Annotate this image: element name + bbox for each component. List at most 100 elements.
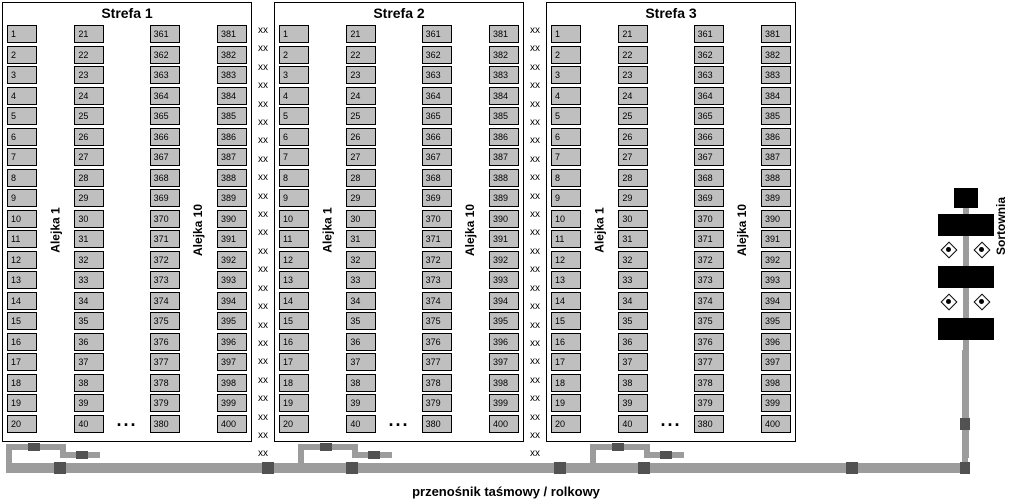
xx-marker: xx — [526, 132, 544, 150]
rack-slot: 10 — [279, 210, 309, 228]
rack-slot: 3 — [279, 66, 309, 84]
rack-slot: 15 — [551, 312, 581, 330]
rack-column: 2122232425262728293031323334353637383940 — [346, 25, 376, 433]
rack-slot: 368 — [694, 169, 724, 187]
rack-slot: 394 — [489, 292, 519, 310]
rack-slot: 10 — [7, 210, 37, 228]
rack-slot: 17 — [7, 353, 37, 371]
rack-slot: 36 — [346, 333, 376, 351]
rack-slot: 365 — [422, 107, 452, 125]
xx-marker: xx — [254, 59, 272, 77]
xx-marker: xx — [254, 390, 272, 408]
rack-slot: 362 — [150, 46, 180, 64]
rack-slot: 1 — [279, 25, 309, 43]
rack-slot: 11 — [551, 230, 581, 248]
rack-slot: 368 — [150, 169, 180, 187]
rack-slot: 388 — [217, 169, 247, 187]
rack-slot: 27 — [346, 148, 376, 166]
rack-slot: 40 — [618, 415, 648, 433]
rack-slot: 7 — [279, 148, 309, 166]
rack-slot: 382 — [761, 46, 791, 64]
rack-slot: 26 — [74, 128, 104, 146]
rack-slot: 25 — [346, 107, 376, 125]
rack-slot: 369 — [150, 189, 180, 207]
rack-slot: 366 — [150, 128, 180, 146]
xx-marker: xx — [254, 132, 272, 150]
xx-marker: xx — [254, 224, 272, 242]
rack-column: 3813823833843853863873883893903913923933… — [489, 25, 519, 433]
rack-slot: 397 — [761, 353, 791, 371]
rack-slot: 365 — [694, 107, 724, 125]
rack-slot: 376 — [422, 333, 452, 351]
rack-column: 3613623633643653663673683693703713723733… — [150, 25, 180, 433]
xx-marker: xx — [526, 96, 544, 114]
xx-marker: xx — [254, 445, 272, 463]
rack-slot: 394 — [761, 292, 791, 310]
rack-slot: 389 — [489, 189, 519, 207]
rack-column: 1234567891011121314151617181920 — [279, 25, 309, 433]
rack-slot: 370 — [150, 210, 180, 228]
rack-slot: 21 — [618, 25, 648, 43]
rack-slot: 7 — [7, 148, 37, 166]
rack-slot: 19 — [7, 394, 37, 412]
xx-marker: xx — [254, 22, 272, 40]
rack-slot: 35 — [74, 312, 104, 330]
conveyor-seg — [962, 350, 968, 473]
xx-marker: xx — [526, 59, 544, 77]
rack-slot: 8 — [7, 169, 37, 187]
rack-slot: 379 — [150, 394, 180, 412]
rack-slot: 17 — [551, 353, 581, 371]
rack-slot: 33 — [346, 271, 376, 289]
rack-slot: 387 — [489, 148, 519, 166]
rack-slot: 24 — [346, 87, 376, 105]
rack-slot: 30 — [346, 210, 376, 228]
rack-slot: 376 — [150, 333, 180, 351]
rack-slot: 38 — [74, 374, 104, 392]
aisle-label-wrap: Alejka 1 — [49, 25, 63, 435]
rack-slot: 31 — [618, 230, 648, 248]
rack-slot: 371 — [694, 230, 724, 248]
xx-marker: xx — [526, 353, 544, 371]
xx-marker: xx — [526, 317, 544, 335]
rack-slot: 22 — [618, 46, 648, 64]
rack-slot: 34 — [346, 292, 376, 310]
rack-slot: 21 — [346, 25, 376, 43]
xx-marker: xx — [526, 280, 544, 298]
rack-slot: 379 — [422, 394, 452, 412]
rack-slot: 21 — [74, 25, 104, 43]
rack-slot: 375 — [150, 312, 180, 330]
rack-slot: 14 — [551, 292, 581, 310]
rack-slot: 6 — [551, 128, 581, 146]
xx-marker: xx — [526, 206, 544, 224]
rack-slot: 20 — [7, 415, 37, 433]
rack-slot: 16 — [279, 333, 309, 351]
rack-slot: 16 — [7, 333, 37, 351]
rack-slot: 388 — [489, 169, 519, 187]
xx-marker: xx — [254, 151, 272, 169]
xx-marker: xx — [526, 243, 544, 261]
rack-slot: 363 — [694, 66, 724, 84]
rack-slot: 382 — [489, 46, 519, 64]
rack-slot: 30 — [74, 210, 104, 228]
xx-marker: xx — [254, 188, 272, 206]
rack-slot: 396 — [489, 333, 519, 351]
rack-slot: 379 — [694, 394, 724, 412]
zone: Strefa 31234567891011121314151617181920A… — [546, 2, 796, 442]
zone-title: Strefa 2 — [275, 3, 523, 25]
rack-slot: 8 — [551, 169, 581, 187]
aisle-label-wrap: Alejka 10 — [191, 25, 205, 435]
xx-marker: xx — [526, 224, 544, 242]
rack-slot: 392 — [761, 251, 791, 269]
rack-slot: 24 — [618, 87, 648, 105]
rack-slot: 388 — [761, 169, 791, 187]
rack-slot: 25 — [618, 107, 648, 125]
xx-marker: xx — [254, 427, 272, 445]
rack-slot: 3 — [551, 66, 581, 84]
rack-slot: 27 — [618, 148, 648, 166]
rack-slot: 395 — [761, 312, 791, 330]
xx-marker: xx — [254, 206, 272, 224]
rack-slot: 26 — [346, 128, 376, 146]
xx-marker: xx — [254, 169, 272, 187]
rack-slot: 18 — [7, 374, 37, 392]
rack-slot: 395 — [489, 312, 519, 330]
